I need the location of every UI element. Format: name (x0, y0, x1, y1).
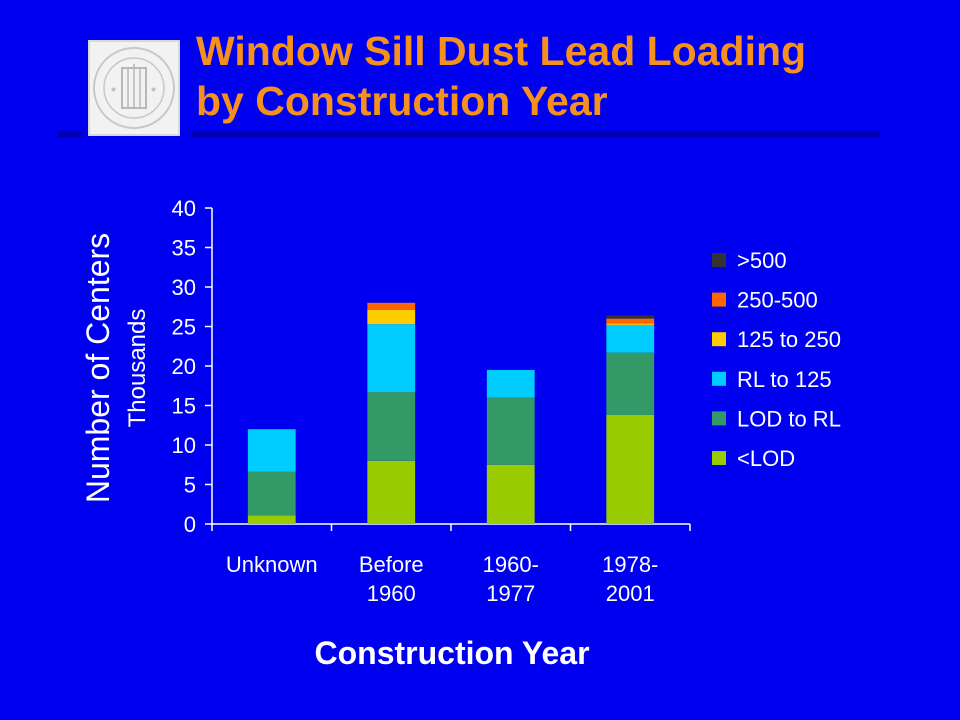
y-tick-label: 15 (172, 394, 196, 419)
bar-segment (606, 352, 655, 415)
legend: >500 250-500 125 to 250 RL to 125 LOD to RL <… (712, 248, 841, 471)
y-tick-label: 35 (172, 236, 196, 261)
legend-swatch (712, 371, 726, 386)
y-tick-label: 20 (172, 354, 196, 379)
svg-text:★: ★ (110, 85, 117, 94)
hud-seal-logo: ★ ★ (88, 40, 180, 136)
x-category-label-line: 2001 (606, 581, 655, 606)
legend-swatch (712, 451, 726, 465)
x-axis-title: Construction Year (314, 635, 589, 671)
y-tick-label: 30 (172, 275, 196, 300)
legend-swatch (712, 292, 726, 307)
bar-segment (606, 414, 655, 524)
x-category-label: 1960- 1977 (483, 552, 539, 606)
legend-label: LOD to RL (737, 406, 841, 431)
x-category-label-line: Before (359, 552, 424, 577)
bar-segment (486, 464, 535, 524)
x-category-label-line: 1960 (367, 581, 416, 606)
legend-swatch (712, 411, 726, 426)
legend-label: >500 (737, 248, 787, 273)
bar-segment (367, 309, 416, 325)
x-category-label-line: Unknown (226, 552, 318, 577)
x-axis: Unknown Before 1960 1960- 1977 1978- 2001 (211, 523, 691, 606)
legend-label: RL to 125 (737, 367, 832, 392)
x-category-label-line: 1978- (602, 552, 658, 577)
slide-title-line-2: by Construction Year (196, 78, 608, 124)
x-category-label: 1978- 2001 (602, 552, 658, 606)
hud-seal-icon: ★ ★ (93, 47, 175, 129)
x-category-label: Unknown (226, 552, 318, 577)
y-axis-title: Number of Centers (80, 233, 116, 503)
title-rule-left (58, 131, 82, 137)
bar-segment (606, 315, 655, 319)
x-category-label: Before 1960 (359, 552, 424, 606)
y-tick-label: 40 (172, 196, 196, 221)
slide-title: Window Sill Dust Lead Loading by Constru… (196, 26, 936, 126)
y-tick-label: 5 (184, 473, 196, 498)
bar-segment (486, 397, 535, 465)
bars (247, 302, 655, 524)
bar-segment (247, 515, 296, 524)
y-axis-units: Thousands (124, 309, 151, 428)
x-category-label-line: 1960- (483, 552, 539, 577)
y-axis: 0 5 10 15 20 25 30 35 40 (172, 196, 213, 537)
legend-swatch (712, 253, 726, 267)
y-tick-label: 0 (184, 512, 196, 537)
bar-segment (486, 369, 535, 398)
bar-segment (367, 392, 416, 461)
bar-segment (606, 323, 655, 325)
y-tick-label: 10 (172, 433, 196, 458)
bar-segment (606, 324, 655, 353)
x-category-label-line: 1977 (486, 581, 535, 606)
slide-title-line-1: Window Sill Dust Lead Loading (196, 28, 807, 74)
title-rule-right (192, 131, 880, 137)
bar-segment (367, 460, 416, 524)
legend-swatch (712, 332, 726, 347)
legend-label: <LOD (737, 446, 795, 471)
bar-segment (247, 471, 296, 516)
bar-segment (367, 324, 416, 393)
y-tick-label: 25 (172, 315, 196, 340)
bar-segment (367, 302, 416, 310)
bar-segment (247, 429, 296, 472)
legend-label: 250-500 (737, 288, 818, 313)
svg-text:★: ★ (150, 85, 157, 94)
legend-label: 125 to 250 (737, 327, 841, 352)
bar-segment (606, 318, 655, 324)
